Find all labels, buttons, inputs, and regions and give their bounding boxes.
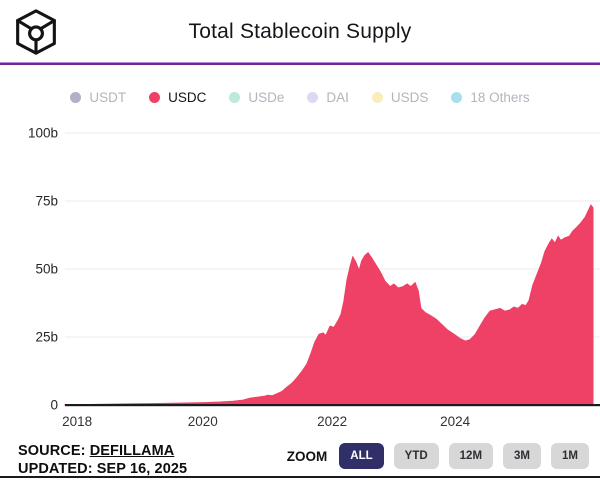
legend-item-label: USDC [168, 90, 207, 105]
x-axis-tick-label: 2022 [317, 414, 347, 429]
y-axis-tick-label: 100b [28, 126, 58, 141]
legend-item-label: 18 Others [470, 90, 530, 105]
legend-item-18-others[interactable]: 18 Others [451, 90, 530, 105]
y-axis-tick-label: 50b [35, 262, 58, 277]
x-axis-line [65, 404, 600, 407]
zoom-controls: ZOOM ALL YTD 12M 3M 1M [287, 443, 589, 469]
legend-item-label: USDT [89, 90, 127, 105]
zoom-buttons: ALL YTD 12M 3M 1M [339, 443, 589, 469]
purple-divider [0, 62, 600, 65]
legend-item-label: DAI [326, 90, 349, 105]
legend-item-usdc[interactable]: USDC [149, 90, 206, 105]
x-axis-tick-label: 2018 [62, 414, 92, 429]
source-prefix: SOURCE: [18, 443, 90, 459]
usdc-supply-area-series[interactable] [64, 204, 594, 406]
stablecoin-supply-area-chart[interactable]: 0 25b 50b 75b 100b 2018 2020 2022 2024 [0, 120, 600, 436]
legend-dot-icon [70, 92, 82, 103]
legend-item-usde[interactable]: USDe [229, 90, 284, 105]
defillama-cube-logo-icon [16, 9, 56, 55]
zoom-button-ytd[interactable]: YTD [393, 443, 439, 469]
zoom-label: ZOOM [286, 448, 328, 464]
zoom-button-3m[interactable]: 3M [503, 443, 542, 469]
chart-legend: USDT USDC USDe DAI USDS 18 Others [0, 90, 600, 105]
zoom-button-1m[interactable]: 1M [551, 443, 589, 469]
zoom-button-12m[interactable]: 12M [448, 443, 494, 469]
legend-dot-icon [229, 92, 241, 103]
y-axis-tick-label: 25b [35, 330, 58, 345]
legend-item-usdt[interactable]: USDT [70, 90, 126, 105]
legend-item-usds[interactable]: USDS [371, 90, 429, 105]
legend-item-dai[interactable]: DAI [307, 90, 349, 105]
source-line: SOURCE: DEFILLAMA [18, 442, 187, 460]
bottom-border [0, 476, 600, 478]
source-link[interactable]: DEFILLAMA [89, 443, 175, 459]
legend-dot-icon [371, 92, 383, 103]
x-axis-tick-label: 2024 [440, 414, 471, 429]
source-block: SOURCE: DEFILLAMA UPDATED: SEP 16, 2025 [18, 442, 187, 478]
x-axis-tick-label: 2020 [188, 414, 218, 429]
zoom-button-all[interactable]: ALL [339, 443, 384, 469]
page-title: Total Stablecoin Supply [188, 20, 412, 43]
legend-dot-icon [149, 92, 161, 103]
legend-dot-icon [307, 92, 319, 103]
footer: SOURCE: DEFILLAMA UPDATED: SEP 16, 2025 … [0, 438, 600, 478]
y-axis-tick-label: 75b [35, 194, 58, 209]
legend-dot-icon [451, 92, 463, 103]
legend-item-label: USDS [390, 90, 429, 105]
legend-item-label: USDe [248, 90, 285, 105]
y-axis-tick-label: 0 [50, 398, 58, 413]
updated-line: UPDATED: SEP 16, 2025 [18, 461, 188, 477]
header: Total Stablecoin Supply [0, 0, 600, 62]
